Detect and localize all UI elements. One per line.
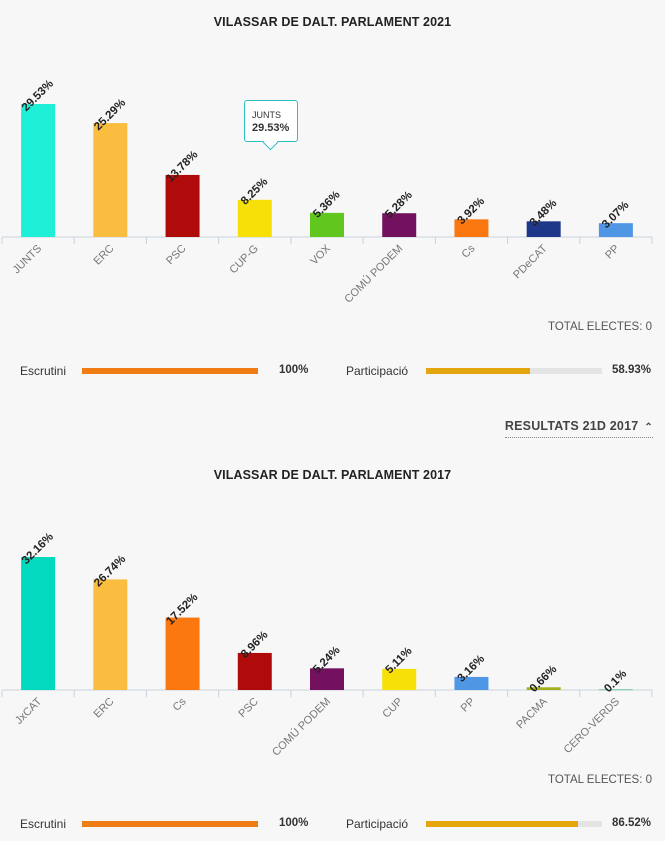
category-label-erc: ERC [92, 243, 117, 268]
bar-cup-g[interactable] [237, 199, 272, 237]
chart-tooltip: JUNTS 29.53% [244, 100, 298, 142]
bar-cs[interactable] [165, 617, 200, 690]
bar-chart-2021: 29.53%JUNTS25.29%ERC13.78%PSC8.25%CUP-G5… [1, 78, 653, 306]
bar-erc[interactable] [93, 579, 128, 690]
bar-junts[interactable] [21, 104, 56, 237]
total-electes-2021: TOTAL ELECTES: 0 [548, 321, 652, 333]
bar-jxcat[interactable] [21, 557, 56, 690]
data-label-cero-verds: 0.1% [602, 668, 629, 695]
tooltip-value: 29.53% [252, 122, 290, 134]
category-label-psc: PSC [164, 243, 189, 268]
participacio-label-2017: Participació [346, 817, 409, 831]
bar-pp[interactable] [454, 676, 489, 690]
bar-vox[interactable] [310, 212, 344, 237]
category-label-vox: VOX [308, 242, 333, 267]
bar-cs[interactable] [454, 219, 489, 237]
participacio-bar-2017 [426, 821, 602, 827]
category-label-cup: CUP [380, 696, 405, 721]
participacio-label-2021: Participació [346, 364, 409, 378]
bar-pp[interactable] [598, 223, 633, 237]
bar-psc[interactable] [165, 174, 200, 237]
bar-psc[interactable] [237, 652, 272, 690]
participacio-value-2021: 58.93% [612, 364, 652, 376]
escrutini-bar-2017 [82, 821, 258, 827]
category-label-cero-verds: CERO-VERDS [562, 696, 622, 756]
bar-chart-2017: 32.16%JxCAT26.74%ERC17.52%Cs8.96%PSC5.24… [1, 531, 653, 759]
category-label-junts: JUNTS [11, 243, 45, 277]
participacio-fill-2017 [426, 821, 579, 827]
bar-pdecat[interactable] [526, 221, 561, 237]
escrutini-bar-2021 [82, 368, 258, 374]
bar-comu-podem[interactable] [310, 668, 344, 690]
category-label-erc: ERC [92, 696, 117, 721]
escrutini-label-2017: Escrutini [20, 817, 67, 831]
chevron-up-icon: ⌃ [644, 422, 653, 433]
total-electes-2017: TOTAL ELECTES: 0 [548, 774, 652, 786]
bar-cero-verds[interactable] [598, 689, 633, 691]
escrutini-value-2017: 100% [279, 817, 309, 829]
escrutini-value-2021: 100% [279, 364, 309, 376]
category-label-cs: Cs [171, 695, 189, 713]
category-label-jxcat: JxCAT [13, 695, 44, 726]
bar-pacma[interactable] [526, 687, 561, 690]
tooltip-party: JUNTS [252, 110, 281, 120]
category-label-pp: PP [603, 243, 622, 262]
category-label-pacma: PACMA [514, 695, 550, 731]
bar-comu-podem[interactable] [382, 213, 417, 237]
bar-cup[interactable] [382, 668, 417, 690]
category-label-comu-podem: COMÚ PODEM [342, 242, 406, 306]
category-label-cs: Cs [460, 242, 478, 260]
bar-erc[interactable] [93, 123, 128, 237]
chart-title-2021: VILASSAR DE DALT. PARLAMENT 2021 [213, 15, 452, 29]
category-label-pdecat: PDeCAT [511, 242, 550, 281]
category-label-psc: PSC [236, 696, 261, 721]
results-toggle-label: RESULTATS 21D 2017 [504, 419, 639, 433]
category-label-pp: PP [459, 696, 478, 715]
escrutini-fill-2021 [82, 368, 258, 374]
category-label-comu-podem: COMÚ PODEM [269, 695, 333, 759]
category-label-cup-g: CUP-G [227, 243, 261, 277]
escrutini-fill-2017 [82, 821, 258, 827]
escrutini-label-2021: Escrutini [20, 364, 67, 378]
participacio-fill-2021 [426, 368, 530, 374]
participacio-bar-2021 [426, 368, 602, 374]
participacio-value-2017: 86.52% [612, 817, 652, 829]
results-2017-toggle[interactable]: RESULTATS 21D 2017 ⌃ [504, 419, 653, 438]
chart-title-2017: VILASSAR DE DALT. PARLAMENT 2017 [213, 468, 452, 482]
